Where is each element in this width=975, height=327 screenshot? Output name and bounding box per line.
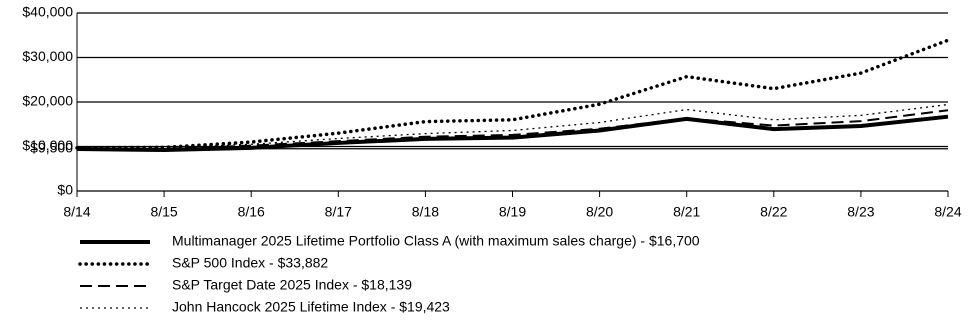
x-tick-label: 8/19 [499,204,526,220]
series-line [76,109,949,150]
y-tick-label: $0 [57,182,73,198]
series-line [75,38,950,150]
legend-label: S&P Target Date 2025 Index - $18,139 [172,277,412,293]
x-tick-label: 8/14 [63,204,90,220]
x-tick-label: 8/15 [150,204,177,220]
x-tick-label: 8/23 [847,204,874,220]
x-tick-label: 8/18 [412,204,439,220]
y-tick-label: $20,000 [22,93,73,109]
y-tick-label: $9,500 [30,139,73,155]
y-tick-label: $30,000 [22,48,73,64]
legend-label: John Hancock 2025 Lifetime Index - $19,4… [172,299,450,315]
x-tick-label: 8/22 [760,204,787,220]
y-tick-label: $40,000 [22,4,73,20]
x-tick-label: 8/20 [586,204,613,220]
x-tick-label: 8/17 [325,204,352,220]
legend-label: S&P 500 Index - $33,882 [172,255,328,271]
legend-label: Multimanager 2025 Lifetime Portfolio Cla… [172,233,700,249]
series-line [77,103,949,149]
x-tick-label: 8/24 [934,204,961,220]
y-tick-label: $10,000 [22,137,73,153]
x-tick-label: 8/21 [673,204,700,220]
x-tick-label: 8/16 [238,204,265,220]
series-line [76,114,949,153]
